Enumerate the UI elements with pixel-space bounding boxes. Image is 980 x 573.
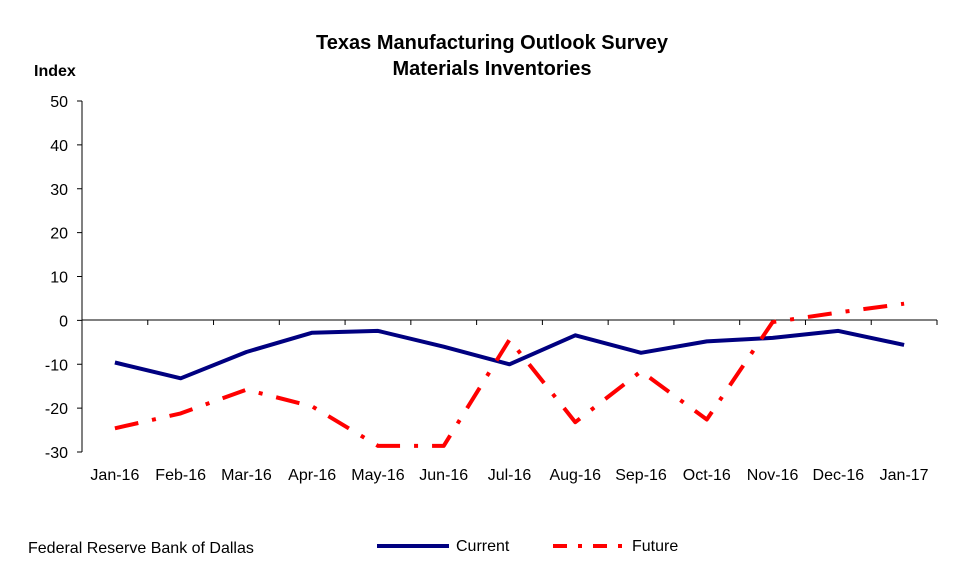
chart-title-line-2: Materials Inventories bbox=[393, 58, 592, 80]
series-lines bbox=[114, 301, 905, 448]
axes: 50 40 30 20 10 0 -10 -20 -30 Jan-16 Feb-16 Mar-16 Ap… bbox=[45, 94, 938, 484]
x-tick-label: Sep-16 bbox=[615, 467, 667, 484]
legend-label-current: Current bbox=[456, 538, 510, 555]
y-tick-label: -10 bbox=[45, 357, 68, 374]
y-tick-label: 50 bbox=[50, 94, 68, 111]
x-tick-label: Aug-16 bbox=[549, 467, 601, 484]
y-tick-label: -30 bbox=[45, 445, 68, 462]
x-tick-label: Dec-16 bbox=[813, 467, 865, 484]
x-tick-label: Apr-16 bbox=[288, 467, 336, 484]
y-tick-label: 0 bbox=[59, 313, 68, 330]
y-axis-title: Index bbox=[34, 63, 76, 80]
legend: Current Future bbox=[377, 538, 678, 555]
series-line-future bbox=[114, 301, 905, 448]
legend-label-future: Future bbox=[632, 538, 678, 555]
x-tick-label: Jul-16 bbox=[488, 467, 532, 484]
x-tick-label: Mar-16 bbox=[221, 467, 272, 484]
y-tick-label: 10 bbox=[50, 270, 68, 287]
y-tick-label: 30 bbox=[50, 182, 68, 199]
y-tick-label: 40 bbox=[50, 138, 68, 155]
x-tick-label: May-16 bbox=[351, 467, 404, 484]
x-tick-label: Jun-16 bbox=[419, 467, 468, 484]
y-tick-label: -20 bbox=[45, 401, 68, 418]
x-tick-label: Feb-16 bbox=[155, 467, 206, 484]
x-tick-label: Nov-16 bbox=[747, 467, 799, 484]
chart-title-line-1: Texas Manufacturing Outlook Survey bbox=[316, 32, 669, 54]
x-tick-label: Jan-17 bbox=[880, 467, 929, 484]
source-note: Federal Reserve Bank of Dallas bbox=[28, 540, 254, 557]
x-tick-label: Oct-16 bbox=[683, 467, 731, 484]
y-tick-label: 20 bbox=[50, 226, 68, 243]
series-line-current bbox=[114, 328, 905, 381]
x-tick-label: Jan-16 bbox=[90, 467, 139, 484]
